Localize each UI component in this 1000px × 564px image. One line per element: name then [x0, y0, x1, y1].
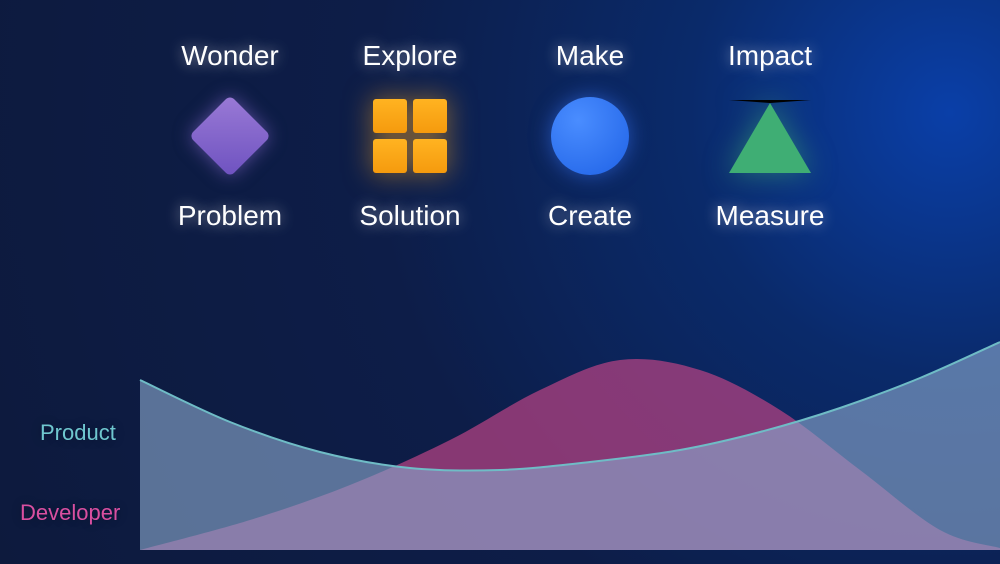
series-label-product: Product: [40, 420, 116, 446]
series-label-developer: Developer: [20, 500, 120, 526]
infographic-stage: WonderProblemExploreSolutionMakeCreateIm…: [0, 0, 1000, 564]
area-chart: [0, 0, 1000, 564]
